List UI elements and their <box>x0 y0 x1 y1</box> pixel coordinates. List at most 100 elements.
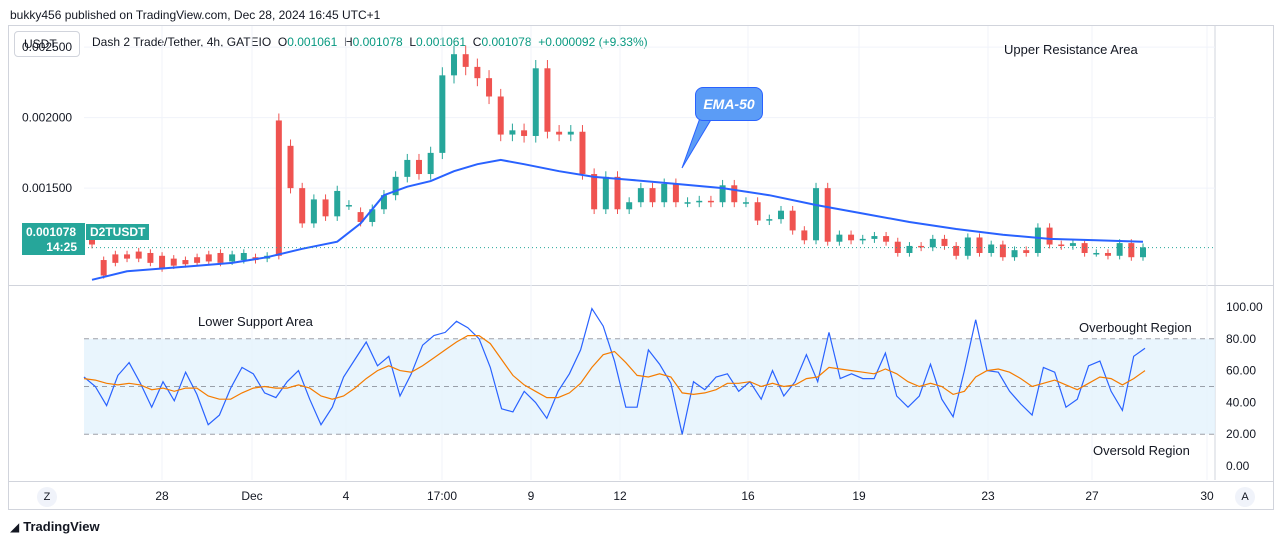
candle-body <box>439 75 446 153</box>
upper-resistance-label: Upper Resistance Area <box>1004 42 1138 57</box>
candle-body <box>602 176 609 210</box>
oversold-label: Oversold Region <box>1093 443 1190 458</box>
candle-body <box>357 212 364 222</box>
candle-body <box>824 188 831 242</box>
candle-body <box>696 200 703 203</box>
price-tick-label: 0.002000 <box>22 111 72 125</box>
price-tick-label: 0.001500 <box>22 181 72 195</box>
x-tick-label: 28 <box>155 489 169 503</box>
candle-body <box>871 236 878 239</box>
x-tick-label: 12 <box>613 489 627 503</box>
candle-body <box>521 130 528 136</box>
candle-body <box>205 254 212 262</box>
candle-body <box>918 245 925 248</box>
legend-high-label: H <box>343 35 353 49</box>
candle-body <box>427 152 434 175</box>
rsi-tick-label: 20.00 <box>1226 427 1256 441</box>
candle-body <box>240 252 247 261</box>
legend-low: 0.001061 <box>416 35 467 49</box>
ema50-line <box>91 158 1144 281</box>
candle-body <box>999 244 1006 258</box>
candle-body <box>392 176 399 196</box>
pane-separator <box>8 285 1274 286</box>
candle-body <box>310 199 317 224</box>
candle-body <box>789 210 796 231</box>
candle-body <box>579 131 586 175</box>
candle-body <box>404 159 411 177</box>
currency-button[interactable]: USDT <box>14 31 80 57</box>
candle-body <box>859 238 866 241</box>
ema-callout-pointer <box>681 117 713 169</box>
candle-body <box>719 185 726 203</box>
rsi-tick-label: 60.00 <box>1226 364 1256 378</box>
candle-body <box>1069 243 1076 246</box>
candle-body <box>906 245 913 253</box>
candle-body <box>532 68 539 136</box>
candle-body <box>556 131 563 135</box>
candle-body <box>486 78 493 97</box>
timezone-button[interactable]: Z <box>37 487 57 507</box>
candle-body <box>322 199 329 217</box>
rsi-tick-label: 100.00 <box>1226 300 1263 314</box>
candle-body <box>544 68 551 132</box>
candle-body <box>883 236 890 242</box>
candle-body <box>1034 227 1041 253</box>
candle-body <box>369 209 376 222</box>
candle-body <box>567 131 574 135</box>
candle-body <box>509 130 516 135</box>
candle-body <box>672 183 679 203</box>
candle-body <box>451 54 458 76</box>
chart-frame <box>8 25 1274 510</box>
candle-body <box>100 260 107 276</box>
candle-body <box>801 230 808 241</box>
candle-body <box>124 254 131 259</box>
publisher-attribution: bukky456 published on TradingView.com, D… <box>10 8 381 22</box>
rsi-tick-label: 40.00 <box>1226 395 1256 409</box>
legend-high: 0.001078 <box>352 35 403 49</box>
last-price-tag: 0.001078 14:25 <box>22 223 85 255</box>
candle-body <box>731 185 738 203</box>
candle-body <box>1046 227 1053 245</box>
x-tick-label: 23 <box>981 489 995 503</box>
candle-body <box>474 66 481 79</box>
candle-body <box>415 159 422 175</box>
legend-open: 0.001061 <box>287 35 338 49</box>
candle-body <box>159 255 166 269</box>
candle-body <box>848 234 855 241</box>
candle-body <box>929 238 936 248</box>
x-tick-label: 16 <box>741 489 755 503</box>
legend-close: 0.001078 <box>481 35 532 49</box>
price-tick-label: 0.002500 <box>22 40 72 54</box>
candle-body <box>380 195 387 210</box>
candle-body <box>462 54 469 67</box>
candle-body <box>1023 250 1030 253</box>
candle-body <box>626 202 633 210</box>
candle-body <box>194 257 201 263</box>
candle-body <box>1140 247 1146 258</box>
candle-body <box>894 241 901 253</box>
auto-scale-button[interactable]: A <box>1235 487 1255 507</box>
legend-open-label: O <box>277 35 288 49</box>
candle-body <box>591 174 598 210</box>
rsi-tick-label: 80.00 <box>1226 332 1256 346</box>
candle-body <box>287 145 294 189</box>
rsi-band <box>84 338 1215 435</box>
candle-body <box>497 96 504 135</box>
x-tick-label: Dec <box>241 489 262 503</box>
candle-body <box>170 258 177 266</box>
candle-body <box>813 188 820 241</box>
candle-body <box>941 238 948 246</box>
tv-logo-icon: ◢ <box>10 520 20 534</box>
bar-countdown: 14:25 <box>46 240 77 254</box>
x-tick-label: 30 <box>1200 489 1214 503</box>
candle-body <box>777 210 784 220</box>
tv-brand-text: TradingView <box>23 519 100 534</box>
candle-body <box>649 188 656 203</box>
candle-body <box>299 188 306 224</box>
candle-body <box>614 176 621 210</box>
candle-body <box>1128 243 1135 258</box>
candle-body <box>217 252 224 263</box>
candle-body <box>964 237 971 256</box>
